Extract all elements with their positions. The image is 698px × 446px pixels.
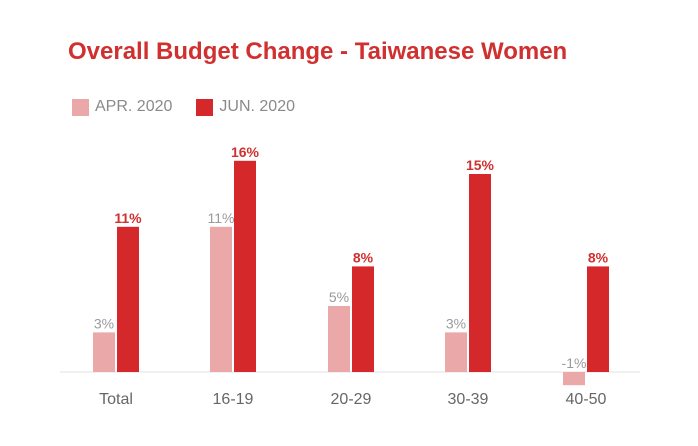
legend-label-apr-2020: APR. 2020 (95, 98, 173, 115)
x-tick-label-20-29: 20-29 (331, 391, 372, 408)
bar-apr-2020-16-19 (210, 226, 232, 372)
bar-jun-2020-30-39 (469, 174, 491, 372)
legend-item-apr-2020: APR. 2020 (72, 98, 172, 116)
bar-apr-2020-30-39 (445, 332, 467, 372)
x-tick-label-40-50: 40-50 (566, 391, 607, 408)
data-label-jun-2020-16-19: 16% (231, 144, 260, 160)
bar-apr-2020-total (93, 332, 115, 372)
bar-apr-2020-20-29 (328, 306, 350, 372)
legend-swatch-apr-2020 (72, 98, 89, 116)
data-label-apr-2020-16-19: 11% (208, 210, 235, 226)
data-label-apr-2020-30-39: 3% (446, 315, 466, 331)
data-label-jun-2020-40-50: 8% (588, 249, 609, 265)
legend-item-jun-2020: JUN. 2020 (196, 98, 295, 116)
x-tick-label-16-19: 16-19 (213, 391, 254, 408)
data-label-apr-2020-40-50: -1% (562, 355, 587, 371)
data-label-jun-2020-20-29: 8% (353, 249, 374, 265)
legend-swatch-jun-2020 (196, 98, 214, 116)
chart-title: Overall Budget Change - Taiwanese Women (68, 38, 568, 65)
data-label-jun-2020-total: 11% (114, 210, 142, 226)
bar-jun-2020-total (117, 226, 139, 372)
bar-jun-2020-40-50 (587, 266, 609, 372)
bar-jun-2020-20-29 (352, 266, 374, 372)
bar-apr-2020-40-50 (563, 372, 585, 386)
chart-legend: APR. 2020 JUN. 2020 (72, 98, 319, 116)
data-label-jun-2020-30-39: 15% (466, 157, 495, 173)
bar-jun-2020-16-19 (234, 160, 256, 372)
x-tick-label-30-39: 30-39 (448, 391, 489, 408)
data-label-apr-2020-20-29: 5% (329, 289, 349, 305)
data-label-apr-2020-total: 3% (94, 315, 114, 331)
x-tick-label-total: Total (99, 391, 133, 408)
legend-label-jun-2020: JUN. 2020 (219, 98, 295, 115)
